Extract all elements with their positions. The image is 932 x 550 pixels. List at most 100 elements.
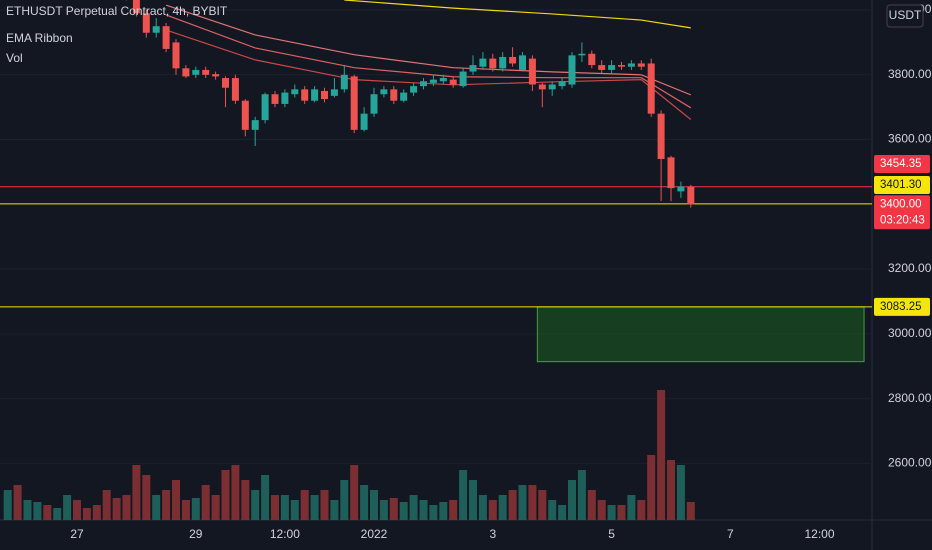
volume-bar	[63, 495, 72, 520]
volume-bar	[211, 495, 220, 520]
volume-bar	[607, 505, 616, 520]
volume-bar	[419, 500, 428, 520]
price-tag	[874, 155, 930, 173]
volume-bar	[13, 485, 22, 520]
candle-body	[528, 58, 536, 85]
candle-body	[519, 55, 526, 70]
y-tick-label: 3800.00	[888, 67, 932, 81]
candle-body	[271, 94, 279, 104]
volume-bar	[597, 500, 606, 520]
candle-body	[162, 26, 170, 49]
price-tag-label: 3083.25	[880, 301, 922, 313]
volume-bar	[23, 500, 32, 520]
candle-body	[439, 78, 447, 82]
moving-average	[344, 0, 691, 29]
volume-bar	[53, 508, 62, 520]
volume-bar	[449, 500, 458, 520]
candle-body	[410, 86, 418, 93]
candle-body	[618, 65, 625, 67]
volume-bar	[122, 495, 131, 520]
volume-bar	[360, 485, 369, 520]
candle-body	[578, 53, 586, 56]
volume-bar	[498, 495, 507, 520]
volume-bar	[300, 490, 309, 520]
volume-bar	[528, 485, 537, 520]
volume-bar	[231, 465, 240, 520]
volume-bar	[686, 502, 695, 520]
candle-body	[469, 65, 477, 72]
volume-bar	[181, 500, 190, 520]
candle-body	[152, 26, 160, 33]
candle-body	[509, 56, 517, 64]
candle-body	[558, 81, 566, 87]
x-tick-label: 27	[70, 527, 84, 541]
volume-bar	[191, 498, 200, 520]
volume-bar	[429, 505, 438, 520]
y-tick-label: 2800.00	[888, 391, 932, 405]
candle-body	[687, 186, 695, 205]
candle-body	[360, 113, 368, 130]
volume-bar	[261, 475, 270, 520]
volume-bar	[548, 500, 557, 520]
volume-bar	[577, 470, 586, 520]
target-zone	[536, 306, 865, 363]
volume-bar	[399, 502, 408, 520]
candle-body	[132, 0, 140, 14]
candle-body	[261, 94, 269, 121]
volume-bar	[310, 495, 319, 520]
candle-body	[598, 65, 606, 70]
volume-bar	[33, 502, 42, 520]
candle-body	[251, 120, 259, 130]
candle-body	[449, 79, 457, 85]
candle-body	[400, 92, 408, 101]
volume-bar	[568, 480, 576, 520]
candle-body	[667, 157, 675, 189]
candle-body	[380, 89, 388, 95]
candle-body	[311, 89, 319, 101]
candle-body	[142, 13, 150, 33]
candle-body	[281, 92, 289, 104]
price-tag-label: 3401.30	[880, 179, 922, 191]
candle-body	[489, 58, 497, 69]
volume-bar	[340, 480, 349, 520]
volume-bar	[92, 505, 101, 520]
volume-bar	[657, 390, 666, 520]
candle-body	[321, 90, 328, 100]
volume-bar	[627, 495, 636, 520]
y-tick-label: 3600.00	[888, 132, 932, 146]
countdown: 03:20:43	[880, 214, 925, 226]
candle-body	[330, 89, 338, 96]
moving-average	[165, 4, 692, 96]
volume-bar	[142, 475, 151, 520]
volume-bar	[290, 500, 299, 520]
volume-bar	[538, 490, 547, 520]
candle-body	[637, 63, 645, 67]
candle-body	[420, 81, 427, 87]
candle-body	[301, 89, 309, 101]
volume-bar	[617, 505, 626, 520]
last-price-label: 3400.00	[880, 198, 922, 210]
volume-bar	[558, 505, 567, 520]
indicator-label: Vol	[6, 51, 23, 65]
volume-bar	[221, 470, 230, 520]
candle-body	[370, 94, 378, 114]
plot-area	[0, 0, 872, 520]
candle-body	[677, 186, 685, 192]
price-tag	[874, 297, 930, 316]
candle-body	[212, 74, 220, 77]
volume-bar	[459, 470, 468, 520]
x-tick-label: 12:00	[804, 527, 834, 541]
candle-body	[459, 71, 467, 87]
volume-bar	[439, 502, 448, 520]
volume-bar	[3, 490, 12, 520]
price-tag	[874, 176, 930, 194]
volume-bar	[676, 465, 685, 520]
y-tick-label: 3000.00	[888, 326, 932, 340]
volume-bar	[112, 498, 121, 520]
candle-body	[499, 56, 507, 69]
volume-bar	[73, 500, 81, 520]
volume-bar	[647, 455, 656, 520]
candle-body	[588, 53, 596, 66]
candle-body	[192, 69, 200, 75]
